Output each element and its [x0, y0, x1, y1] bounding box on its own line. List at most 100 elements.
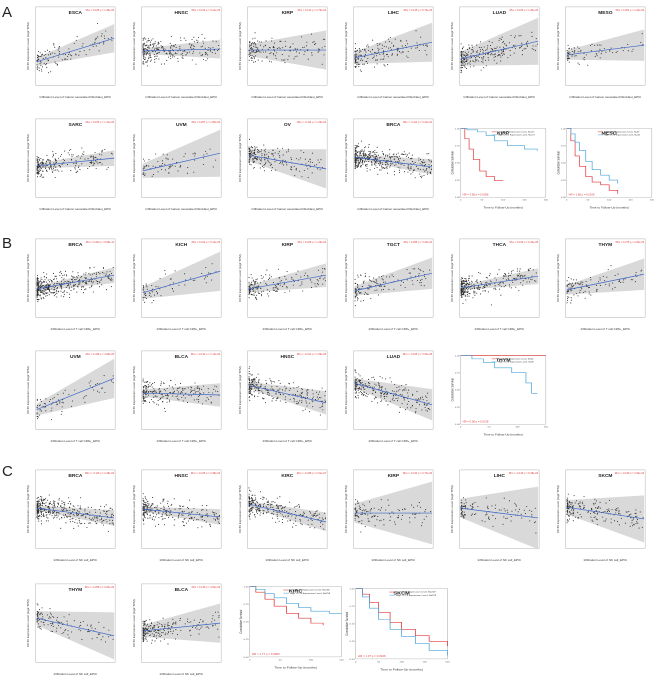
data-point	[108, 510, 109, 511]
data-point	[462, 283, 463, 284]
data-point	[211, 280, 212, 281]
data-point	[91, 156, 92, 157]
data-point	[365, 159, 366, 160]
data-point	[490, 45, 491, 46]
data-point	[68, 54, 69, 55]
data-point	[290, 169, 291, 170]
data-point	[205, 277, 206, 278]
data-point	[395, 164, 396, 165]
data-point	[256, 52, 257, 53]
data-point	[250, 393, 251, 394]
data-point	[287, 287, 288, 288]
data-point	[357, 384, 358, 385]
data-point	[275, 393, 276, 394]
data-point	[415, 399, 416, 400]
data-point	[480, 287, 481, 288]
data-point	[510, 275, 511, 276]
data-point	[266, 390, 267, 391]
data-point	[42, 502, 43, 503]
data-point	[265, 380, 266, 381]
data-point	[481, 70, 482, 71]
data-point	[267, 289, 268, 290]
data-point	[320, 397, 321, 398]
data-point	[73, 285, 74, 286]
data-point	[39, 415, 40, 416]
data-point	[184, 525, 185, 526]
data-point	[43, 499, 44, 500]
data-point	[362, 157, 363, 158]
data-point	[37, 518, 38, 519]
data-point	[408, 168, 409, 169]
data-point	[66, 510, 67, 511]
data-point	[415, 411, 416, 412]
data-point	[249, 368, 250, 369]
data-point	[256, 385, 257, 386]
data-point	[372, 152, 373, 153]
data-point	[201, 526, 202, 527]
data-point	[148, 159, 149, 160]
data-point	[57, 404, 58, 405]
data-point	[102, 150, 103, 151]
data-point	[376, 280, 377, 281]
data-point	[43, 58, 44, 59]
data-point	[37, 405, 38, 406]
data-point	[522, 275, 523, 276]
data-point	[145, 293, 146, 294]
data-point	[258, 388, 259, 389]
data-point	[479, 287, 480, 288]
data-point	[62, 59, 63, 60]
data-point	[584, 57, 585, 58]
data-point	[198, 399, 199, 400]
data-point	[368, 161, 369, 162]
data-point	[369, 286, 370, 287]
data-point	[42, 511, 43, 512]
x-axis-label: Infiltration Level of T cell CD8+_EPIC	[263, 327, 313, 331]
y-tick-label: 1.00	[561, 128, 567, 130]
data-point	[505, 285, 506, 286]
data-point	[101, 36, 102, 37]
data-point	[58, 57, 59, 58]
data-point	[54, 504, 55, 505]
data-point	[37, 294, 38, 295]
data-point	[364, 147, 365, 148]
data-point	[525, 48, 526, 49]
data-point	[465, 290, 466, 291]
data-point	[415, 412, 416, 413]
data-point	[300, 277, 301, 278]
data-point	[40, 283, 41, 284]
data-point	[412, 280, 413, 281]
data-point	[269, 291, 270, 292]
data-point	[200, 393, 201, 394]
data-point	[296, 387, 297, 388]
data-point	[50, 501, 51, 502]
data-point	[372, 393, 373, 394]
data-point	[401, 154, 402, 155]
data-point	[279, 151, 280, 152]
data-point	[210, 48, 211, 49]
data-point	[502, 37, 503, 38]
data-point	[51, 168, 52, 169]
data-point	[482, 58, 483, 59]
data-point	[537, 44, 538, 45]
data-point	[493, 288, 494, 289]
data-point	[78, 525, 79, 526]
data-point	[419, 269, 420, 270]
data-point	[420, 163, 421, 164]
data-point	[260, 491, 261, 492]
data-point	[302, 389, 303, 390]
data-point	[201, 55, 202, 56]
data-point	[497, 55, 498, 56]
data-point	[55, 167, 56, 168]
data-point	[147, 47, 148, 48]
data-point	[578, 63, 579, 64]
y-axis-label: CCT6 Expression Level (log2 TPM)	[238, 366, 242, 414]
data-point	[99, 154, 100, 155]
data-point	[250, 390, 251, 391]
data-point	[185, 393, 186, 394]
data-point	[178, 517, 179, 518]
panel-title: BRCA	[68, 242, 82, 248]
data-point	[407, 404, 408, 405]
data-point	[56, 517, 57, 518]
data-point	[208, 272, 209, 273]
